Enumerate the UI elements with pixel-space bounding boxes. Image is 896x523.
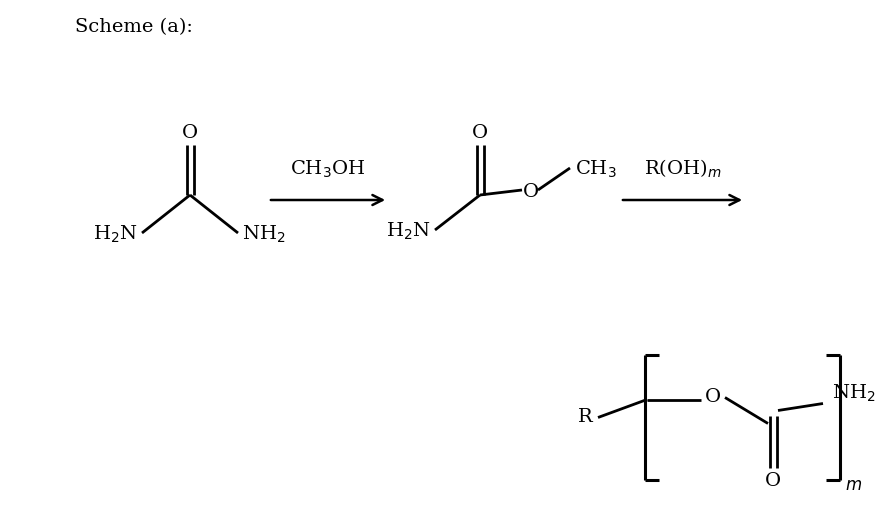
Text: O: O (523, 183, 539, 201)
Text: H$_2$N: H$_2$N (93, 223, 138, 245)
Text: R(OH)$_m$: R(OH)$_m$ (644, 158, 721, 180)
Text: O: O (705, 389, 721, 406)
Text: R: R (578, 408, 593, 426)
Text: CH$_3$: CH$_3$ (575, 158, 616, 179)
Text: $m$: $m$ (845, 477, 862, 494)
Text: CH$_3$OH: CH$_3$OH (290, 158, 366, 180)
Text: NH$_2$: NH$_2$ (242, 223, 286, 245)
Text: H$_2$N: H$_2$N (386, 220, 431, 242)
Text: Scheme (a):: Scheme (a): (75, 18, 193, 36)
Text: O: O (182, 124, 198, 142)
Text: NH$_2$: NH$_2$ (832, 383, 875, 404)
Text: O: O (472, 124, 488, 142)
Text: O: O (765, 472, 781, 490)
